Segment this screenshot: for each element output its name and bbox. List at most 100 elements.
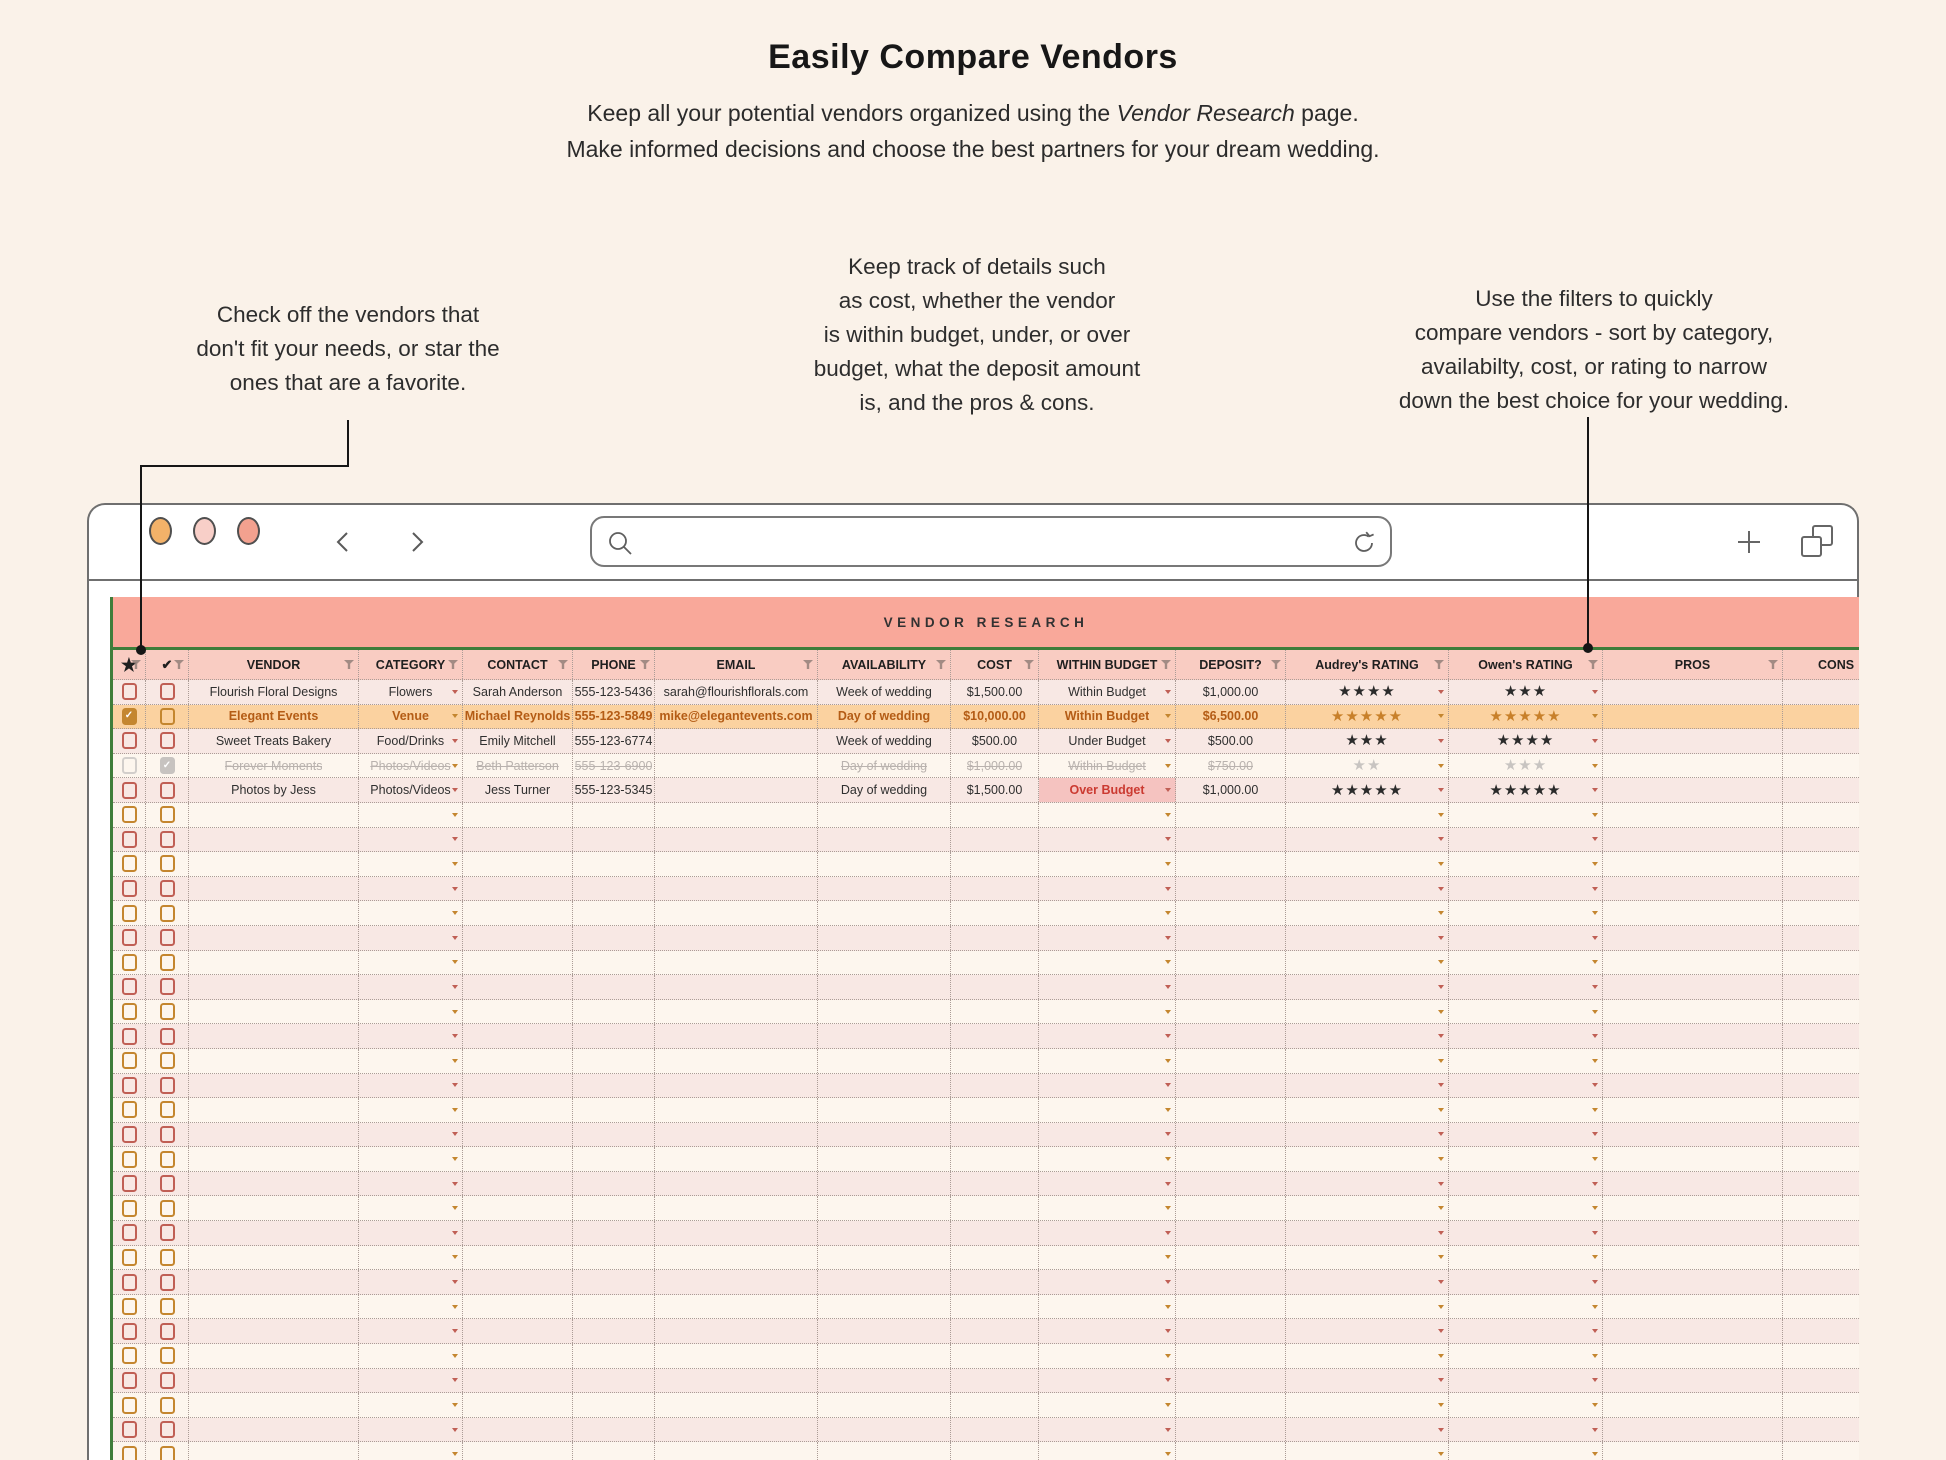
cell-pros[interactable]	[1603, 925, 1783, 950]
cell-availability[interactable]	[818, 876, 951, 901]
cell-budget[interactable]: Within Budget	[1039, 680, 1176, 704]
cell-contact[interactable]	[463, 901, 573, 925]
checkbox[interactable]	[121, 683, 137, 701]
checkbox[interactable]	[121, 1298, 137, 1316]
dropdown-arrow-icon[interactable]	[452, 1304, 458, 1309]
cell-email[interactable]	[655, 778, 818, 802]
cell-availability[interactable]	[818, 1270, 951, 1294]
cell-cost[interactable]	[951, 950, 1039, 975]
cell-cons[interactable]	[1783, 852, 1859, 876]
cell-pros[interactable]	[1603, 1147, 1783, 1171]
cell-availability[interactable]	[818, 1442, 951, 1460]
dropdown-arrow-icon[interactable]	[1438, 837, 1444, 842]
cell-vendor[interactable]	[189, 999, 359, 1024]
cell-availability[interactable]	[818, 1417, 951, 1442]
cell-contact[interactable]	[463, 1245, 573, 1270]
search-input[interactable]	[644, 522, 1338, 562]
cell-cons[interactable]	[1783, 803, 1859, 827]
column-header-check[interactable]: ✔	[146, 650, 189, 679]
cell-phone[interactable]	[573, 827, 655, 852]
filter-icon[interactable]	[558, 660, 568, 669]
cell-check[interactable]	[146, 999, 189, 1024]
cell-availability[interactable]	[818, 1122, 951, 1147]
column-header-deposit[interactable]: DEPOSIT?	[1176, 650, 1286, 679]
cell-contact[interactable]	[463, 852, 573, 876]
cell-check[interactable]	[146, 1024, 189, 1048]
cell-vendor[interactable]: Photos by Jess	[189, 778, 359, 802]
filter-icon[interactable]	[448, 660, 458, 669]
cell-email[interactable]	[655, 1024, 818, 1048]
column-header-availability[interactable]: AVAILABILITY	[818, 650, 951, 679]
cell-budget[interactable]	[1039, 1221, 1176, 1245]
dropdown-arrow-icon[interactable]	[1592, 1353, 1598, 1358]
checkbox[interactable]	[159, 1027, 175, 1045]
cell-email[interactable]	[655, 999, 818, 1024]
checkbox[interactable]	[159, 1150, 175, 1168]
cell-owen[interactable]	[1449, 975, 1603, 999]
cell-deposit[interactable]	[1176, 1048, 1286, 1073]
dropdown-arrow-icon[interactable]	[1165, 1157, 1171, 1162]
column-header-star[interactable]: ★	[113, 650, 146, 679]
checkbox[interactable]	[159, 929, 175, 947]
cell-contact[interactable]: Jess Turner	[463, 778, 573, 802]
cell-vendor[interactable]	[189, 1319, 359, 1344]
cell-pros[interactable]	[1603, 1221, 1783, 1245]
cell-star[interactable]	[113, 1048, 146, 1073]
cell-pros[interactable]	[1603, 1442, 1783, 1460]
dropdown-arrow-icon[interactable]	[452, 837, 458, 842]
cell-email[interactable]	[655, 1221, 818, 1245]
cell-cons[interactable]	[1783, 877, 1859, 901]
cell-budget[interactable]	[1039, 1196, 1176, 1221]
checkbox[interactable]	[121, 1445, 137, 1460]
checkbox[interactable]	[121, 953, 137, 971]
cell-vendor[interactable]	[189, 1147, 359, 1171]
cell-star[interactable]	[113, 1393, 146, 1417]
dropdown-arrow-icon[interactable]	[452, 935, 458, 940]
dropdown-arrow-icon[interactable]	[1592, 1157, 1598, 1162]
dropdown-arrow-icon[interactable]	[1165, 1403, 1171, 1408]
cell-budget[interactable]	[1039, 999, 1176, 1024]
cell-pros[interactable]	[1603, 999, 1783, 1024]
dropdown-arrow-icon[interactable]	[1438, 1181, 1444, 1186]
cell-email[interactable]	[655, 1245, 818, 1270]
cell-pros[interactable]	[1603, 1073, 1783, 1098]
cell-category[interactable]: Flowers	[359, 680, 463, 704]
cell-audrey[interactable]	[1286, 999, 1449, 1024]
cell-cons[interactable]	[1783, 1246, 1859, 1270]
dropdown-arrow-icon[interactable]	[1438, 763, 1444, 768]
checkbox[interactable]	[159, 683, 175, 701]
dropdown-arrow-icon[interactable]	[1438, 960, 1444, 965]
cell-budget[interactable]	[1039, 950, 1176, 975]
cell-availability[interactable]	[818, 1171, 951, 1196]
cell-category[interactable]	[359, 1442, 463, 1460]
dropdown-arrow-icon[interactable]	[1165, 763, 1171, 768]
dropdown-arrow-icon[interactable]	[452, 1280, 458, 1285]
dropdown-arrow-icon[interactable]	[1165, 984, 1171, 989]
cell-audrey[interactable]	[1286, 950, 1449, 975]
dropdown-arrow-icon[interactable]	[1165, 1304, 1171, 1309]
cell-cost[interactable]	[951, 1270, 1039, 1294]
cell-cons[interactable]	[1783, 951, 1859, 975]
dropdown-arrow-icon[interactable]	[1165, 1378, 1171, 1383]
cell-vendor[interactable]: Forever Moments	[189, 753, 359, 778]
dropdown-arrow-icon[interactable]	[1438, 1427, 1444, 1432]
cell-email[interactable]	[655, 1270, 818, 1294]
cell-contact[interactable]	[463, 1319, 573, 1344]
cell-owen[interactable]	[1449, 999, 1603, 1024]
cell-category[interactable]	[359, 1098, 463, 1122]
cell-category[interactable]: Photos/Videos	[359, 753, 463, 778]
cell-star[interactable]	[113, 1417, 146, 1442]
cell-phone[interactable]	[573, 1393, 655, 1417]
cell-star[interactable]	[113, 876, 146, 901]
cell-phone[interactable]	[573, 1098, 655, 1122]
dropdown-arrow-icon[interactable]	[1165, 861, 1171, 866]
checkbox[interactable]	[159, 732, 175, 750]
column-header-category[interactable]: CATEGORY	[359, 650, 463, 679]
cell-budget[interactable]: Under Budget	[1039, 729, 1176, 753]
cell-star[interactable]	[113, 1196, 146, 1221]
checkbox[interactable]	[121, 1248, 137, 1266]
cell-owen[interactable]	[1449, 1442, 1603, 1460]
dropdown-arrow-icon[interactable]	[452, 861, 458, 866]
cell-contact[interactable]: Emily Mitchell	[463, 729, 573, 753]
dropdown-arrow-icon[interactable]	[452, 1427, 458, 1432]
